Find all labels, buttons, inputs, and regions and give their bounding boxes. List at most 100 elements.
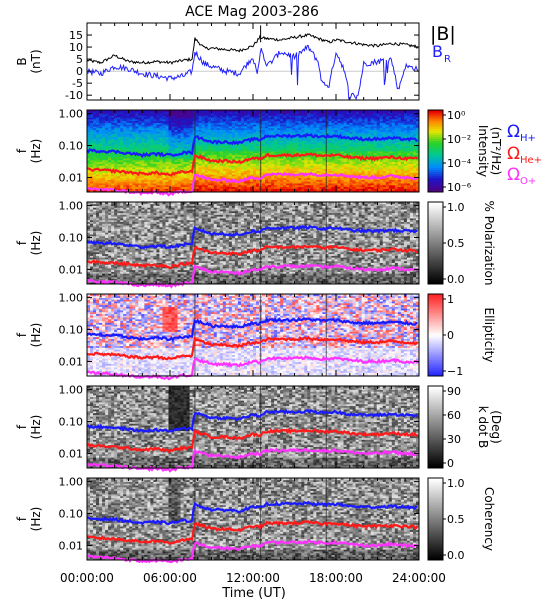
heatmap-cell bbox=[195, 177, 200, 180]
heatmap-cell bbox=[102, 172, 106, 175]
heatmap-cell bbox=[132, 186, 136, 189]
heatmap-cell bbox=[102, 175, 106, 179]
heatmap-cell bbox=[253, 161, 257, 164]
heatmap-cell bbox=[108, 177, 112, 180]
heatmap-cell bbox=[246, 118, 251, 122]
heatmap-cell bbox=[237, 118, 242, 122]
heatmap-cell bbox=[256, 147, 260, 150]
heatmap-cell bbox=[132, 110, 136, 113]
heatmap-cell bbox=[117, 168, 121, 172]
heatmap-cell bbox=[165, 158, 169, 161]
heatmap-cell bbox=[171, 147, 175, 150]
heatmap-cell bbox=[156, 154, 160, 157]
heatmap-cell bbox=[144, 115, 148, 118]
heatmap-cell bbox=[129, 172, 133, 175]
heatmap-cell bbox=[186, 118, 191, 122]
heatmap-cell bbox=[156, 120, 160, 123]
heatmap-cell bbox=[144, 158, 148, 161]
heatmap-cell bbox=[240, 133, 245, 136]
heatmap-cell bbox=[129, 145, 133, 148]
heatmap-cell bbox=[274, 175, 278, 179]
heatmap-cell bbox=[234, 133, 239, 136]
heatmap-cell bbox=[204, 142, 209, 145]
heatmap-cell bbox=[201, 186, 206, 189]
heatmap-cell bbox=[231, 170, 236, 173]
heatmap-cell bbox=[225, 168, 230, 172]
heatmap-cell bbox=[99, 175, 103, 179]
heatmap-cell bbox=[213, 151, 218, 154]
heatmap-cell bbox=[253, 120, 257, 123]
heatmap-cell bbox=[129, 177, 133, 180]
heatmap-cell bbox=[138, 165, 142, 168]
heatmap-cell bbox=[159, 120, 163, 123]
heatmap-cell bbox=[132, 159, 136, 163]
heatmap-cell bbox=[228, 111, 233, 114]
heatmap-cell bbox=[204, 127, 209, 131]
heatmap-cell bbox=[147, 115, 151, 118]
heatmap-cell bbox=[195, 127, 200, 131]
heatmap-cell bbox=[195, 172, 200, 175]
heatmap-cell bbox=[268, 156, 272, 159]
heatmap-cell bbox=[210, 158, 215, 161]
heatmap-cell bbox=[262, 168, 266, 172]
heatmap-cell bbox=[228, 152, 233, 155]
heatmap-cell bbox=[156, 168, 160, 172]
heatmap-cell bbox=[277, 190, 281, 193]
heatmap-cell bbox=[201, 170, 206, 173]
heatmap-cell bbox=[204, 161, 209, 164]
heatmap-cell bbox=[225, 188, 230, 191]
heatmap-cell bbox=[180, 118, 184, 122]
heatmap-cell bbox=[165, 175, 169, 179]
heatmap-cell bbox=[243, 181, 248, 184]
heatmap-cell bbox=[246, 115, 251, 118]
heatmap-cell bbox=[213, 170, 218, 173]
heatmap-cell bbox=[102, 127, 106, 131]
heatmap-cell bbox=[183, 131, 187, 134]
heatmap-cell bbox=[210, 134, 215, 138]
heatmap-cell bbox=[135, 161, 139, 164]
heatmap-cell bbox=[111, 181, 115, 184]
heatmap-cell bbox=[114, 147, 118, 150]
heatmap-cell bbox=[171, 175, 175, 179]
heatmap-cell bbox=[186, 117, 191, 120]
heatmap-cell bbox=[153, 177, 157, 180]
heatmap-cell bbox=[117, 165, 121, 168]
heatmap-cell bbox=[171, 117, 175, 120]
heatmap-cell bbox=[156, 145, 160, 148]
heatmap-cell bbox=[186, 138, 191, 141]
heatmap-cell bbox=[183, 149, 187, 152]
heatmap-cell bbox=[168, 122, 172, 125]
heatmap-cell bbox=[153, 133, 157, 136]
heatmap-cell bbox=[123, 179, 127, 182]
heatmap-cell bbox=[177, 174, 181, 177]
heatmap-cell bbox=[219, 158, 224, 161]
heatmap-cell bbox=[210, 122, 215, 125]
heatmap-cell bbox=[231, 117, 236, 120]
heatmap-cell bbox=[117, 110, 121, 113]
heatmap-cell bbox=[144, 120, 148, 123]
heatmap-cell bbox=[256, 149, 260, 152]
heatmap-cell bbox=[204, 183, 209, 186]
heatmap-cell bbox=[231, 127, 236, 131]
heatmap-cell bbox=[262, 117, 266, 120]
heatmap-cell bbox=[246, 126, 251, 129]
heatmap-cell bbox=[219, 163, 224, 166]
heatmap-cell bbox=[156, 111, 160, 114]
heatmap-cell bbox=[183, 154, 187, 157]
heatmap-cell bbox=[228, 145, 233, 148]
heatmap-cell bbox=[262, 142, 266, 145]
heatmap-cell bbox=[147, 131, 151, 134]
heatmap-cell bbox=[99, 183, 103, 186]
heatmap-cell bbox=[174, 175, 178, 179]
heatmap-cell bbox=[144, 110, 148, 113]
heatmap-cell bbox=[135, 149, 139, 152]
heatmap-cell bbox=[159, 115, 163, 118]
heatmap-cell bbox=[150, 138, 154, 141]
heatmap-cell bbox=[256, 113, 260, 116]
heatmap-cell bbox=[141, 134, 145, 138]
heatmap-cell bbox=[198, 117, 203, 120]
heatmap-cell bbox=[195, 117, 200, 120]
heatmap-cell bbox=[216, 188, 221, 191]
heatmap-cell bbox=[189, 124, 194, 127]
heatmap-cell bbox=[189, 126, 194, 129]
